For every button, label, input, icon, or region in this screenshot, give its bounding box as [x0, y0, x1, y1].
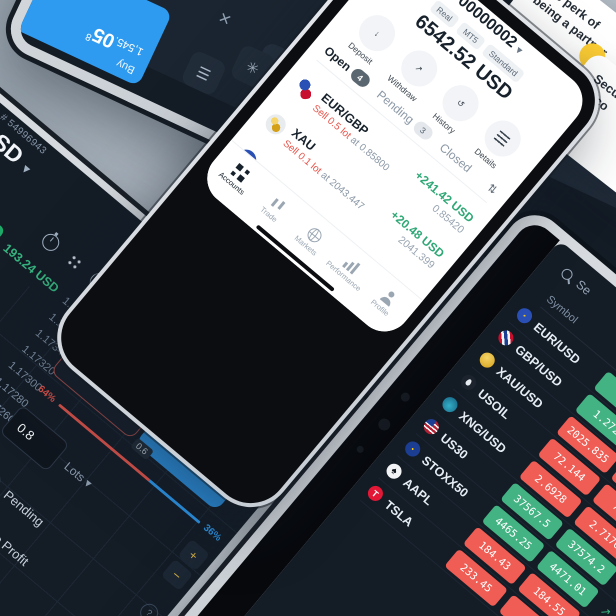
sort-icon[interactable]: ⇅ [484, 181, 500, 197]
oil-icon [458, 371, 480, 393]
gbpusd-flag-icon [495, 327, 517, 349]
deposit-button[interactable]: ↓ Deposit [344, 7, 403, 69]
pending-toggle[interactable] [0, 456, 5, 494]
search-input[interactable]: Se [559, 265, 594, 298]
timer-icon[interactable] [38, 229, 63, 254]
profit-arrow-button[interactable]: ↗ [0, 213, 6, 250]
gold-icon [476, 349, 498, 371]
history-icon: ↺ [455, 96, 468, 110]
buy-sentiment: 36% [200, 522, 224, 544]
us30-flag-icon [420, 416, 442, 438]
sell-sentiment: 64% [35, 383, 58, 405]
eurgbp-flag-icon [291, 75, 320, 104]
arrow-up-right-icon: ↗ [413, 61, 426, 75]
apps-grid-icon[interactable] [65, 252, 84, 271]
withdraw-button[interactable]: ↗ Withdraw [385, 42, 445, 104]
stoxx-flag-icon [402, 438, 424, 460]
apple-logo-icon: ♠ [383, 460, 405, 482]
list-icon [493, 129, 512, 147]
chevron-down-icon: ▾ [513, 44, 525, 57]
history-button[interactable]: ↺ History [427, 77, 487, 139]
camera-icon [375, 416, 393, 433]
gas-icon [439, 394, 461, 416]
camera-icon [398, 390, 412, 404]
sensor-icon [355, 444, 366, 455]
search-icon [559, 266, 576, 282]
help-icon[interactable]: ? [136, 600, 162, 616]
chevron-down-icon: ▾ [19, 161, 34, 177]
gold-icon [261, 110, 290, 139]
tesla-logo-icon: T [364, 482, 386, 505]
eurusd-flag-icon [513, 305, 536, 327]
trend-up-icon: ↗ [597, 602, 615, 616]
nav-profile[interactable]: Profile [360, 277, 411, 326]
buy-button[interactable]: Buy 1,545.058 [14, 0, 173, 87]
arrow-down-icon: ↓ [372, 28, 383, 39]
details-button[interactable]: Details [469, 113, 528, 174]
